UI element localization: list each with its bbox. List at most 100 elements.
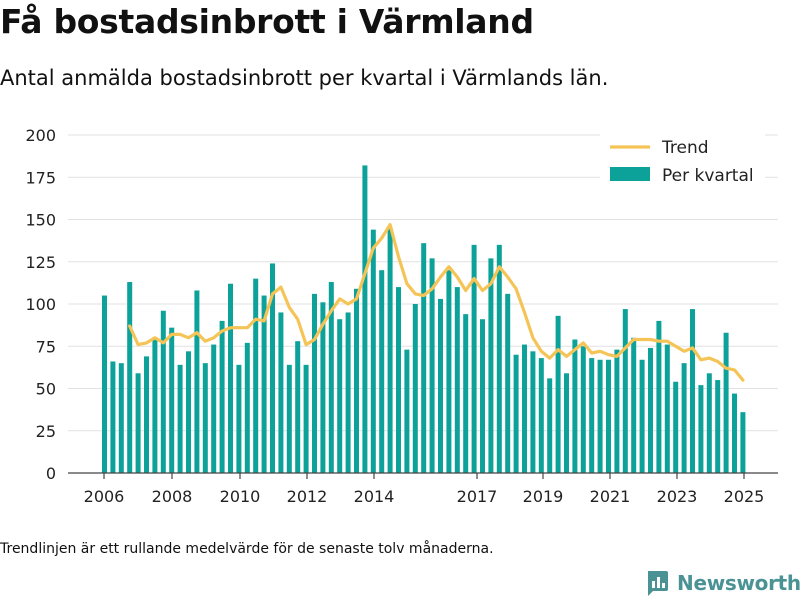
bar xyxy=(446,270,452,473)
bar xyxy=(286,364,292,473)
bar xyxy=(320,302,326,473)
bar xyxy=(639,359,645,473)
bar xyxy=(438,298,443,473)
bar xyxy=(160,310,166,473)
y-tick-label: 0 xyxy=(46,464,56,483)
legend-box xyxy=(600,133,765,193)
y-tick-label: 25 xyxy=(36,422,56,441)
bar xyxy=(505,293,511,473)
bar xyxy=(631,337,637,473)
bar xyxy=(606,359,611,473)
bar xyxy=(244,342,250,473)
bar xyxy=(656,320,662,473)
bar xyxy=(564,373,569,473)
x-tick-label: 2008 xyxy=(152,487,193,506)
y-tick-label: 175 xyxy=(25,168,56,187)
bar xyxy=(370,229,376,473)
bar xyxy=(723,332,729,473)
y-tick-label: 150 xyxy=(25,211,56,230)
bar xyxy=(354,288,359,473)
bar xyxy=(698,385,704,473)
legend-label-trend: Trend xyxy=(661,138,709,158)
bar xyxy=(522,344,527,473)
bar xyxy=(228,283,233,473)
bar xyxy=(421,243,427,473)
y-tick-label: 50 xyxy=(36,380,56,399)
y-tick-label: 200 xyxy=(25,126,56,145)
bar xyxy=(648,347,653,473)
bar xyxy=(530,351,536,473)
bar xyxy=(102,295,107,473)
x-tick-label: 2017 xyxy=(457,487,498,506)
x-tick-label: 2006 xyxy=(84,487,125,506)
bar xyxy=(715,380,721,473)
brand-name: Newsworthy xyxy=(677,571,800,595)
bar xyxy=(463,314,469,473)
bar xyxy=(513,354,519,473)
bar xyxy=(572,339,578,473)
bar xyxy=(110,361,116,473)
newsworthy-chart-logo-icon xyxy=(648,571,668,596)
trend-line xyxy=(128,223,745,382)
bar xyxy=(303,364,309,473)
bar xyxy=(681,363,687,473)
bar xyxy=(597,359,603,473)
bar xyxy=(454,287,460,473)
bar xyxy=(152,339,158,473)
bar xyxy=(404,349,410,473)
bar xyxy=(379,270,385,473)
legend-swatch-bars xyxy=(610,167,650,181)
bar xyxy=(202,363,208,473)
bar xyxy=(135,373,141,473)
bar xyxy=(177,364,183,473)
bar xyxy=(706,373,712,473)
bar xyxy=(622,309,628,473)
bar xyxy=(219,320,225,473)
x-tick-label: 2025 xyxy=(724,487,765,506)
bar xyxy=(488,258,494,473)
bar xyxy=(270,263,275,473)
bar xyxy=(673,381,679,473)
bar xyxy=(253,278,259,473)
chart-subtitle: Antal anmälda bostadsinbrott per kvartal… xyxy=(0,66,609,90)
chart-title: Få bostadsinbrott i Värmland xyxy=(0,2,534,41)
bar xyxy=(387,227,393,473)
bar xyxy=(547,378,553,473)
bar xyxy=(194,290,200,473)
x-tick-label: 2021 xyxy=(590,487,631,506)
bar xyxy=(664,344,670,473)
bar xyxy=(471,244,477,473)
legend-label-bars: Per kvartal xyxy=(662,166,754,186)
bar xyxy=(236,364,242,473)
y-tick-label: 125 xyxy=(25,253,56,272)
bar xyxy=(555,315,561,473)
x-tick-label: 2012 xyxy=(287,487,328,506)
x-tick-label: 2010 xyxy=(220,487,261,506)
bar xyxy=(740,412,746,473)
bar xyxy=(345,312,351,473)
bar xyxy=(169,327,175,473)
bar xyxy=(328,282,334,473)
bar xyxy=(295,341,301,473)
bar xyxy=(412,304,418,473)
x-tick-label: 2014 xyxy=(354,487,395,506)
x-tick-label: 2023 xyxy=(657,487,698,506)
bar xyxy=(127,282,133,473)
y-tick-label: 100 xyxy=(25,295,56,314)
bar xyxy=(429,258,435,473)
footnote: Trendlinjen är ett rullande medelvärde f… xyxy=(0,541,494,557)
x-tick-label: 2019 xyxy=(523,487,564,506)
brand-logo: Newsworthy xyxy=(645,569,800,597)
bar xyxy=(118,363,124,473)
bar xyxy=(496,244,502,473)
bar xyxy=(211,344,217,473)
bar xyxy=(614,349,620,473)
y-tick-label: 75 xyxy=(36,337,56,356)
bar xyxy=(261,295,267,473)
bar xyxy=(337,319,343,473)
bar xyxy=(144,356,149,473)
bar xyxy=(690,309,695,473)
bar xyxy=(732,393,737,473)
bar xyxy=(186,351,191,473)
